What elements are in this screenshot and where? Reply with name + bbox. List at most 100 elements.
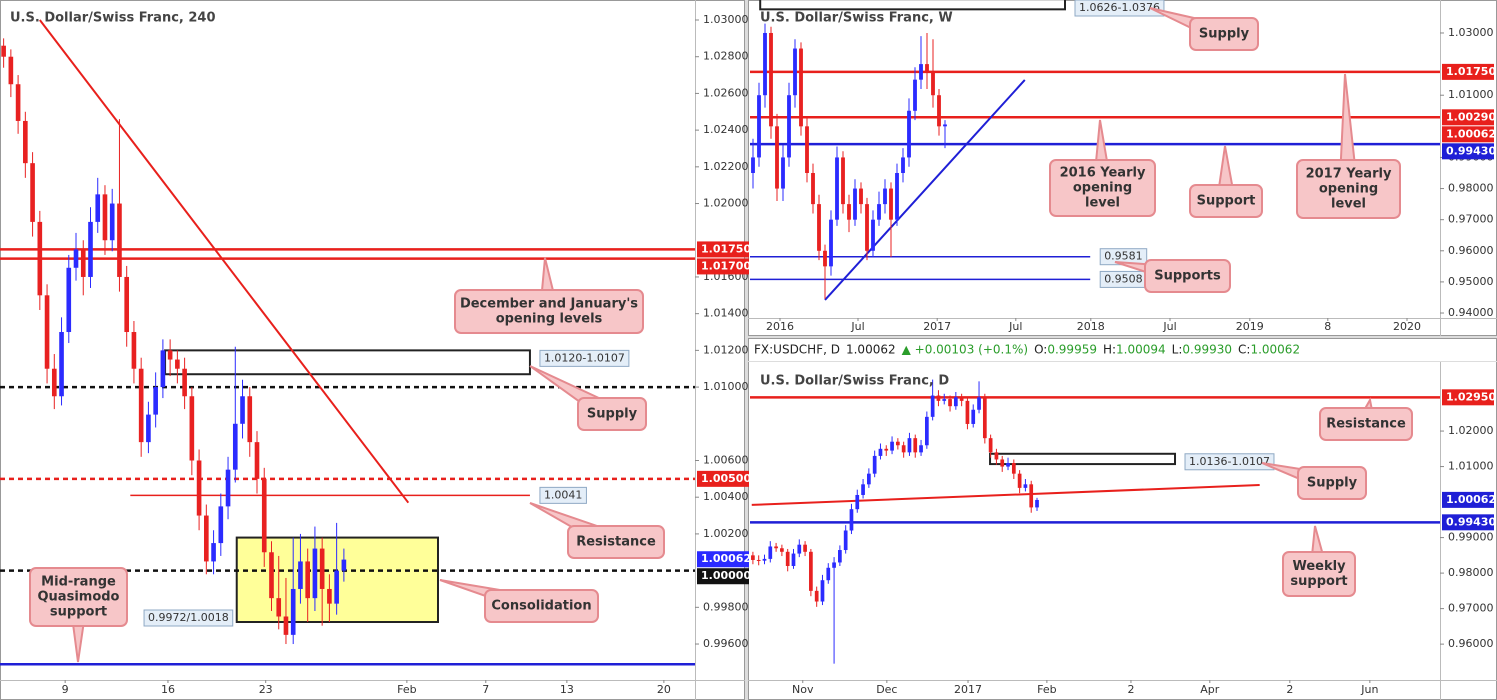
candle-body	[799, 48, 803, 127]
price-label-text: 1.00000	[701, 569, 751, 582]
candle-body	[204, 515, 209, 562]
x-tick-label: 2017	[954, 683, 982, 696]
candle-body	[943, 124, 947, 127]
candle-body	[809, 551, 813, 591]
y-tick-label: 0.95000	[1448, 275, 1494, 288]
candle-body	[15, 84, 21, 121]
callout-text: Supports	[1154, 269, 1221, 284]
candle-body	[756, 559, 761, 561]
price-label	[1442, 143, 1494, 160]
candle-body	[73, 249, 79, 268]
header-text: H:	[1103, 343, 1116, 357]
candle-body	[811, 173, 815, 205]
callout-cover	[1147, 262, 1228, 290]
x-tick-label: Apr	[1200, 683, 1220, 696]
candle-body	[867, 473, 871, 485]
price-label-text: 1.01700	[701, 259, 751, 272]
y-tick-label: 1.01400	[703, 307, 749, 320]
zone-label: 1.0626-1.0376	[1079, 1, 1160, 14]
y-tick-label: 1.00400	[703, 490, 749, 503]
callout-text: level	[1331, 197, 1366, 212]
candle-body	[23, 120, 28, 164]
candle-body	[965, 400, 970, 424]
price-label	[697, 551, 749, 568]
y-tick-label: 1.01000	[1448, 460, 1494, 473]
candle-body	[936, 395, 941, 401]
callout-text: opening	[1073, 181, 1132, 196]
x-tick-label: Feb	[1037, 683, 1056, 696]
plot-area	[750, 379, 1440, 664]
candle-body	[982, 397, 987, 439]
price-label-text: 1.01750	[701, 242, 751, 255]
candle-body	[196, 460, 202, 516]
candle-body	[51, 368, 57, 397]
candle-body	[942, 399, 947, 401]
x-tick-label: Feb	[397, 683, 416, 696]
callout-cover	[580, 400, 644, 428]
level-label: 0.9508	[1104, 272, 1143, 285]
candle-body	[146, 414, 151, 443]
candle-body	[211, 543, 216, 562]
callout-text: Quasimodo	[38, 590, 120, 605]
candle-body	[66, 267, 72, 333]
candle-body	[1, 45, 6, 57]
candle-body	[823, 250, 827, 267]
candle-body	[907, 438, 912, 453]
x-tick-label: Jul	[1008, 320, 1022, 333]
callout-text: Supply	[1307, 476, 1358, 491]
zone-label-box	[1184, 453, 1275, 471]
zone	[989, 452, 1177, 466]
candle-body	[820, 580, 825, 602]
candle-body	[254, 442, 260, 479]
zone-label: 0.9972/1.0018	[148, 611, 229, 624]
candle-body	[878, 448, 883, 456]
callout-text: opening levels	[496, 312, 603, 327]
header-text: L:	[1172, 343, 1183, 357]
candle-body	[182, 368, 187, 397]
candle-body	[890, 441, 894, 451]
candle-body	[109, 203, 115, 241]
candle-body	[814, 590, 819, 602]
candle-body	[937, 95, 941, 127]
candle-body	[919, 445, 923, 453]
candle-body	[341, 559, 347, 571]
x-tick-label: Jul	[850, 320, 864, 333]
x-tick-label: 2017	[923, 320, 951, 333]
y-tick-label: 0.96000	[1448, 637, 1494, 650]
zone-label-box	[143, 609, 234, 627]
x-tick-label: Jul	[1162, 320, 1176, 333]
candle-body	[769, 32, 773, 127]
header-text: O:	[1034, 343, 1047, 357]
price-label-text: 1.01750	[1446, 65, 1496, 78]
candle-body	[763, 32, 767, 96]
candle-body	[298, 561, 303, 589]
price-label	[1442, 126, 1494, 143]
callout-cover	[1300, 469, 1364, 497]
candle-body	[1006, 463, 1010, 467]
x-tick-label: Jun	[1360, 683, 1378, 696]
candle-body	[924, 416, 929, 446]
y-tick-label: 0.98000	[1448, 566, 1494, 579]
callout-text: Supply	[587, 407, 638, 422]
candle-body	[160, 350, 166, 388]
y-tick-label: 1.00200	[703, 527, 749, 540]
callout-cover	[1322, 410, 1410, 438]
callout-text: December and January's	[460, 297, 638, 312]
candle-body	[95, 194, 101, 222]
trendline	[824, 79, 1026, 301]
candle-body	[319, 548, 325, 589]
x-tick-label: 2019	[1236, 320, 1264, 333]
candle-body	[30, 163, 35, 222]
callout-cover	[1192, 187, 1260, 215]
candle-body	[832, 562, 836, 568]
candle-body	[913, 438, 918, 453]
price-label	[1442, 63, 1494, 80]
candle-body	[751, 157, 755, 174]
callout-cover	[457, 292, 641, 331]
candle-body	[240, 396, 245, 424]
price-label	[697, 568, 749, 585]
price-label	[697, 241, 749, 258]
y-tick-label: 0.99800	[703, 600, 749, 613]
candle-body	[883, 188, 887, 205]
y-tick-label: 1.01200	[703, 343, 749, 356]
